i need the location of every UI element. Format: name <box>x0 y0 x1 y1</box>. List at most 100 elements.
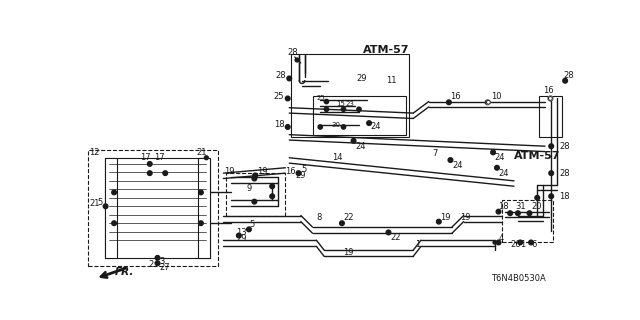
Circle shape <box>324 100 328 104</box>
Circle shape <box>204 156 208 160</box>
Circle shape <box>491 150 495 155</box>
Text: 1: 1 <box>415 240 421 249</box>
Circle shape <box>341 107 346 111</box>
Text: 20: 20 <box>532 202 542 211</box>
Text: 28: 28 <box>275 71 286 80</box>
Text: 8: 8 <box>316 213 322 222</box>
Circle shape <box>147 171 152 175</box>
Circle shape <box>529 240 533 245</box>
Text: 21: 21 <box>196 148 207 157</box>
Text: 26: 26 <box>510 240 521 249</box>
Text: ATM-57: ATM-57 <box>514 151 561 161</box>
Circle shape <box>448 158 452 162</box>
Text: 24: 24 <box>355 142 365 151</box>
Circle shape <box>563 78 568 83</box>
Text: 16: 16 <box>543 86 554 95</box>
Circle shape <box>548 96 553 101</box>
Text: 13: 13 <box>237 228 247 237</box>
Circle shape <box>285 124 290 129</box>
Text: 12: 12 <box>90 148 100 157</box>
Circle shape <box>508 211 513 215</box>
Text: 17: 17 <box>154 153 164 162</box>
Bar <box>198 158 210 258</box>
Circle shape <box>341 125 346 129</box>
Text: 24: 24 <box>499 169 509 178</box>
Text: 19: 19 <box>224 167 235 176</box>
Circle shape <box>495 165 499 170</box>
Circle shape <box>351 139 356 143</box>
Text: 2: 2 <box>148 260 154 268</box>
Text: 28: 28 <box>559 169 570 178</box>
Text: 19: 19 <box>460 213 470 222</box>
Circle shape <box>436 219 441 224</box>
Circle shape <box>295 58 299 62</box>
Bar <box>105 158 117 258</box>
Text: 7: 7 <box>433 149 438 158</box>
Text: 29: 29 <box>237 234 247 243</box>
Text: 16: 16 <box>451 92 461 101</box>
Circle shape <box>198 190 204 195</box>
Text: 9: 9 <box>246 184 252 193</box>
Text: 14: 14 <box>332 153 342 162</box>
Text: 15: 15 <box>336 101 344 107</box>
Circle shape <box>496 240 501 245</box>
Circle shape <box>237 233 241 238</box>
Text: 21: 21 <box>90 199 100 208</box>
Text: 3: 3 <box>159 257 164 266</box>
Text: 5: 5 <box>249 220 254 229</box>
Circle shape <box>252 176 257 181</box>
Text: 24: 24 <box>495 153 505 162</box>
Text: 28: 28 <box>559 142 570 151</box>
Text: 17: 17 <box>140 153 151 162</box>
Text: 19: 19 <box>344 248 354 257</box>
Circle shape <box>198 221 204 226</box>
Text: 5: 5 <box>301 165 306 174</box>
Circle shape <box>270 184 275 188</box>
Circle shape <box>518 240 522 245</box>
Bar <box>226 173 285 215</box>
Text: 22: 22 <box>344 213 354 222</box>
Text: FR.: FR. <box>115 267 134 277</box>
Text: 5: 5 <box>97 198 102 207</box>
Circle shape <box>549 194 554 198</box>
Circle shape <box>147 162 152 166</box>
Bar <box>539 96 562 137</box>
Circle shape <box>285 96 290 101</box>
Circle shape <box>548 97 552 100</box>
Circle shape <box>253 173 257 178</box>
Circle shape <box>527 211 532 215</box>
Text: 31: 31 <box>516 202 526 211</box>
Circle shape <box>386 230 391 235</box>
Bar <box>312 96 406 135</box>
Circle shape <box>318 125 323 129</box>
Text: 18: 18 <box>499 202 509 211</box>
Text: 25: 25 <box>274 92 284 101</box>
Bar <box>88 150 218 266</box>
Circle shape <box>112 221 116 226</box>
Text: 18: 18 <box>274 120 284 129</box>
Circle shape <box>155 261 160 266</box>
Text: T6N4B0530A: T6N4B0530A <box>491 274 545 283</box>
Text: 24: 24 <box>371 123 381 132</box>
Circle shape <box>112 190 116 195</box>
Text: 24: 24 <box>452 161 463 170</box>
Circle shape <box>270 194 275 198</box>
Circle shape <box>549 144 554 148</box>
Bar <box>502 200 553 243</box>
Text: 29: 29 <box>296 171 306 180</box>
Circle shape <box>287 76 292 81</box>
Bar <box>105 158 210 258</box>
Text: 1: 1 <box>520 240 525 249</box>
Text: ATM-57: ATM-57 <box>363 45 410 55</box>
Text: 19: 19 <box>440 213 451 222</box>
Circle shape <box>535 196 540 200</box>
Circle shape <box>367 121 371 125</box>
Text: 30: 30 <box>332 122 341 128</box>
Circle shape <box>103 204 108 209</box>
Circle shape <box>516 211 520 215</box>
Text: 28: 28 <box>288 48 298 57</box>
Circle shape <box>357 107 361 111</box>
Circle shape <box>296 171 301 175</box>
Text: 22: 22 <box>390 233 401 242</box>
Circle shape <box>252 199 257 204</box>
